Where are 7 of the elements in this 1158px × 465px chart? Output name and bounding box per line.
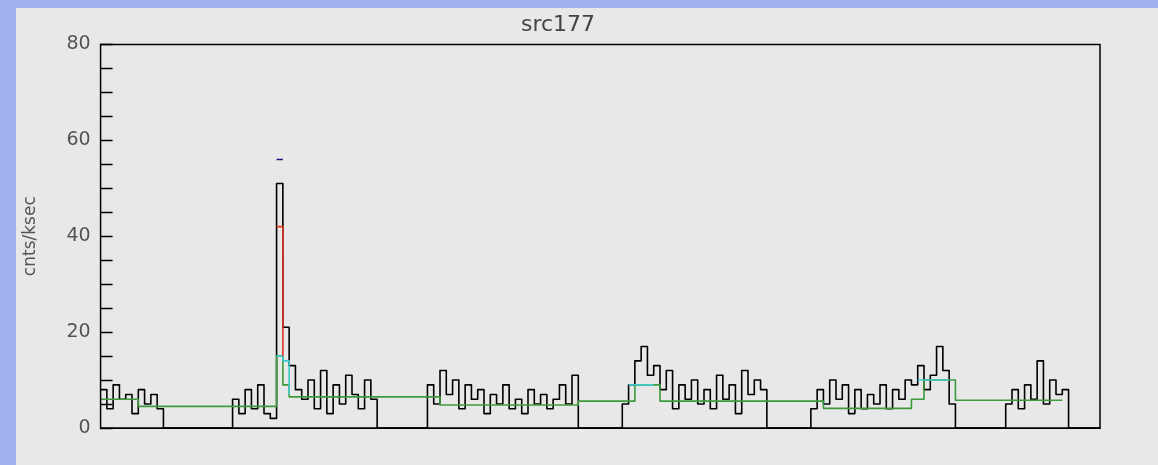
y-tick-label: 40 [66, 223, 91, 246]
y-tick-label: 20 [66, 319, 91, 342]
y-axis-title: cnts/ksec [18, 196, 39, 277]
y-tick-label: 80 [66, 31, 91, 54]
chart-title: src177 [520, 10, 596, 36]
y-tick-label: 0 [78, 414, 91, 437]
y-tick-label: 60 [66, 127, 91, 150]
